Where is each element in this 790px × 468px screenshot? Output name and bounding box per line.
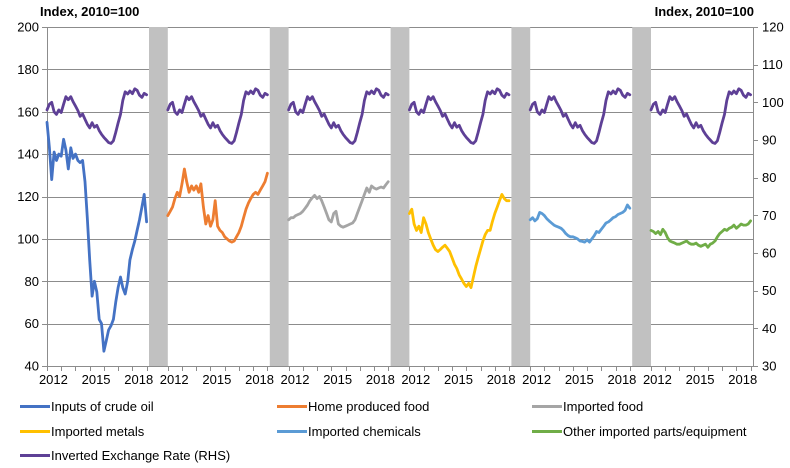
legend-item-home-produced-food: Home produced food <box>277 398 429 414</box>
left-axis-tick-label: 100 <box>17 231 39 246</box>
series-line-other-imported-parts-equipment <box>649 219 752 249</box>
axis-tick-labels: 200 180 160 140 120 100 80 60 40 120 110 100 90 80 70 6… <box>17 20 783 388</box>
series-line-home-produced-food <box>166 167 269 244</box>
left-axis-tick-label: 160 <box>17 104 39 119</box>
right-axis-tick-label: 110 <box>762 57 783 72</box>
right-axis-tick-label: 100 <box>762 95 784 110</box>
legend: Inputs of crude oil Home produced food I… <box>0 392 790 468</box>
panel-imported-chemicals <box>528 87 632 244</box>
x-axis-year-label: 2018 <box>607 372 636 387</box>
right-axis-tick-label: 40 <box>762 321 776 336</box>
right-axis-tick-label: 90 <box>762 133 776 148</box>
x-axis-year-label: 2012 <box>401 372 430 387</box>
legend-item-inverted-exchange-rate: Inverted Exchange Rate (RHS) <box>20 447 230 463</box>
right-axis-title: Index, 2010=100 <box>654 4 754 19</box>
legend-label: Inputs of crude oil <box>51 398 154 414</box>
separator-band <box>511 27 531 366</box>
overlay-line-inverted-exchange-rate-rhs <box>287 87 390 145</box>
overlay-line-inverted-exchange-rate-rhs <box>649 87 752 145</box>
x-axis-year-label: 2015 <box>565 372 594 387</box>
panel-imported-food <box>287 87 390 229</box>
left-axis-tick-label: 200 <box>17 20 39 35</box>
left-axis-tick-label: 180 <box>17 62 39 77</box>
overlay-line-inverted-exchange-rate-rhs <box>166 87 269 145</box>
small-multiples-chart: 200 180 160 140 120 100 80 60 40 120 110 100 90 80 70 6… <box>17 20 783 388</box>
x-axis-year-label: 2012 <box>643 372 672 387</box>
x-axis-year-label: 2015 <box>686 372 715 387</box>
panel-other-imported-parts-equipment <box>649 87 752 249</box>
legend-item-imported-food: Imported food <box>532 398 643 414</box>
legend-swatch-imported-metals <box>20 429 50 433</box>
left-axis-title: Index, 2010=100 <box>40 4 140 19</box>
x-axis-year-label: 2018 <box>245 372 274 387</box>
legend-item-imported-chemicals: Imported chemicals <box>277 423 421 439</box>
series-line-imported-chemicals <box>528 203 632 244</box>
right-axis-tick-label: 50 <box>762 283 776 298</box>
legend-label: Home produced food <box>308 398 430 414</box>
legend-label: Imported chemicals <box>308 423 421 439</box>
right-axis-tick-label: 30 <box>762 359 776 374</box>
legend-item-inputs-of-crude-oil: Inputs of crude oil <box>20 398 154 414</box>
x-axis-year-label: 2015 <box>444 372 473 387</box>
left-axis-tick-label: 80 <box>25 274 39 289</box>
right-axis-tick-label: 120 <box>762 20 784 35</box>
right-axis-tick-label: 80 <box>762 170 776 185</box>
legend-swatch-imported-food <box>532 404 562 408</box>
panel-imported-metals <box>407 87 511 290</box>
panel-separators <box>149 27 651 366</box>
legend-item-other-imported-parts-equipment: Other imported parts/equipment <box>532 423 747 439</box>
legend-swatch-inputs-of-crude-oil <box>20 404 50 408</box>
legend-label: Imported food <box>563 398 644 414</box>
legend-label: Imported metals <box>51 423 145 439</box>
overlay-line-inverted-exchange-rate-rhs <box>528 87 632 145</box>
left-axis-tick-label: 120 <box>17 189 39 204</box>
series-line-imported-food <box>287 180 390 229</box>
series-line-inputs-of-crude-oil <box>45 120 149 353</box>
legend-swatch-home-produced-food <box>277 404 307 408</box>
legend-label: Inverted Exchange Rate (RHS) <box>51 447 231 463</box>
legend-swatch-other-imported-parts-equipment <box>532 429 562 433</box>
x-axis-year-label: 2018 <box>124 372 153 387</box>
right-axis-tick-label: 70 <box>762 208 776 223</box>
x-axis-year-label: 2015 <box>82 372 111 387</box>
separator-band <box>269 27 289 366</box>
x-axis-year-label: 2018 <box>487 372 516 387</box>
series-lines <box>45 87 752 353</box>
separator-band <box>390 27 410 366</box>
x-axis-year-label: 2012 <box>281 372 310 387</box>
left-axis-tick-label: 40 <box>25 359 39 374</box>
x-axis-year-label: 2018 <box>366 372 395 387</box>
series-line-imported-metals <box>407 192 511 290</box>
panel-inputs-of-crude-oil <box>45 87 149 353</box>
panel-home-produced-food <box>166 87 269 244</box>
overlay-line-inverted-exchange-rate-rhs <box>407 87 511 145</box>
x-axis-year-label: 2012 <box>160 372 189 387</box>
axes <box>42 27 758 371</box>
x-axis-year-label: 2015 <box>323 372 352 387</box>
x-axis-year-label: 2015 <box>202 372 231 387</box>
left-axis-tick-label: 140 <box>17 147 39 162</box>
x-axis-year-label: 2018 <box>728 372 757 387</box>
left-axis-tick-label: 60 <box>25 316 39 331</box>
legend-label: Other imported parts/equipment <box>563 423 747 439</box>
x-axis-year-label: 2012 <box>39 372 68 387</box>
overlay-line-inverted-exchange-rate-rhs <box>45 87 149 145</box>
right-axis-tick-label: 60 <box>762 246 776 261</box>
separator-band <box>632 27 651 366</box>
legend-item-imported-metals: Imported metals <box>20 423 144 439</box>
legend-swatch-inverted-exchange-rate <box>20 453 50 457</box>
separator-band <box>149 27 168 366</box>
x-axis-year-label: 2012 <box>522 372 551 387</box>
legend-swatch-imported-chemicals <box>277 429 307 433</box>
